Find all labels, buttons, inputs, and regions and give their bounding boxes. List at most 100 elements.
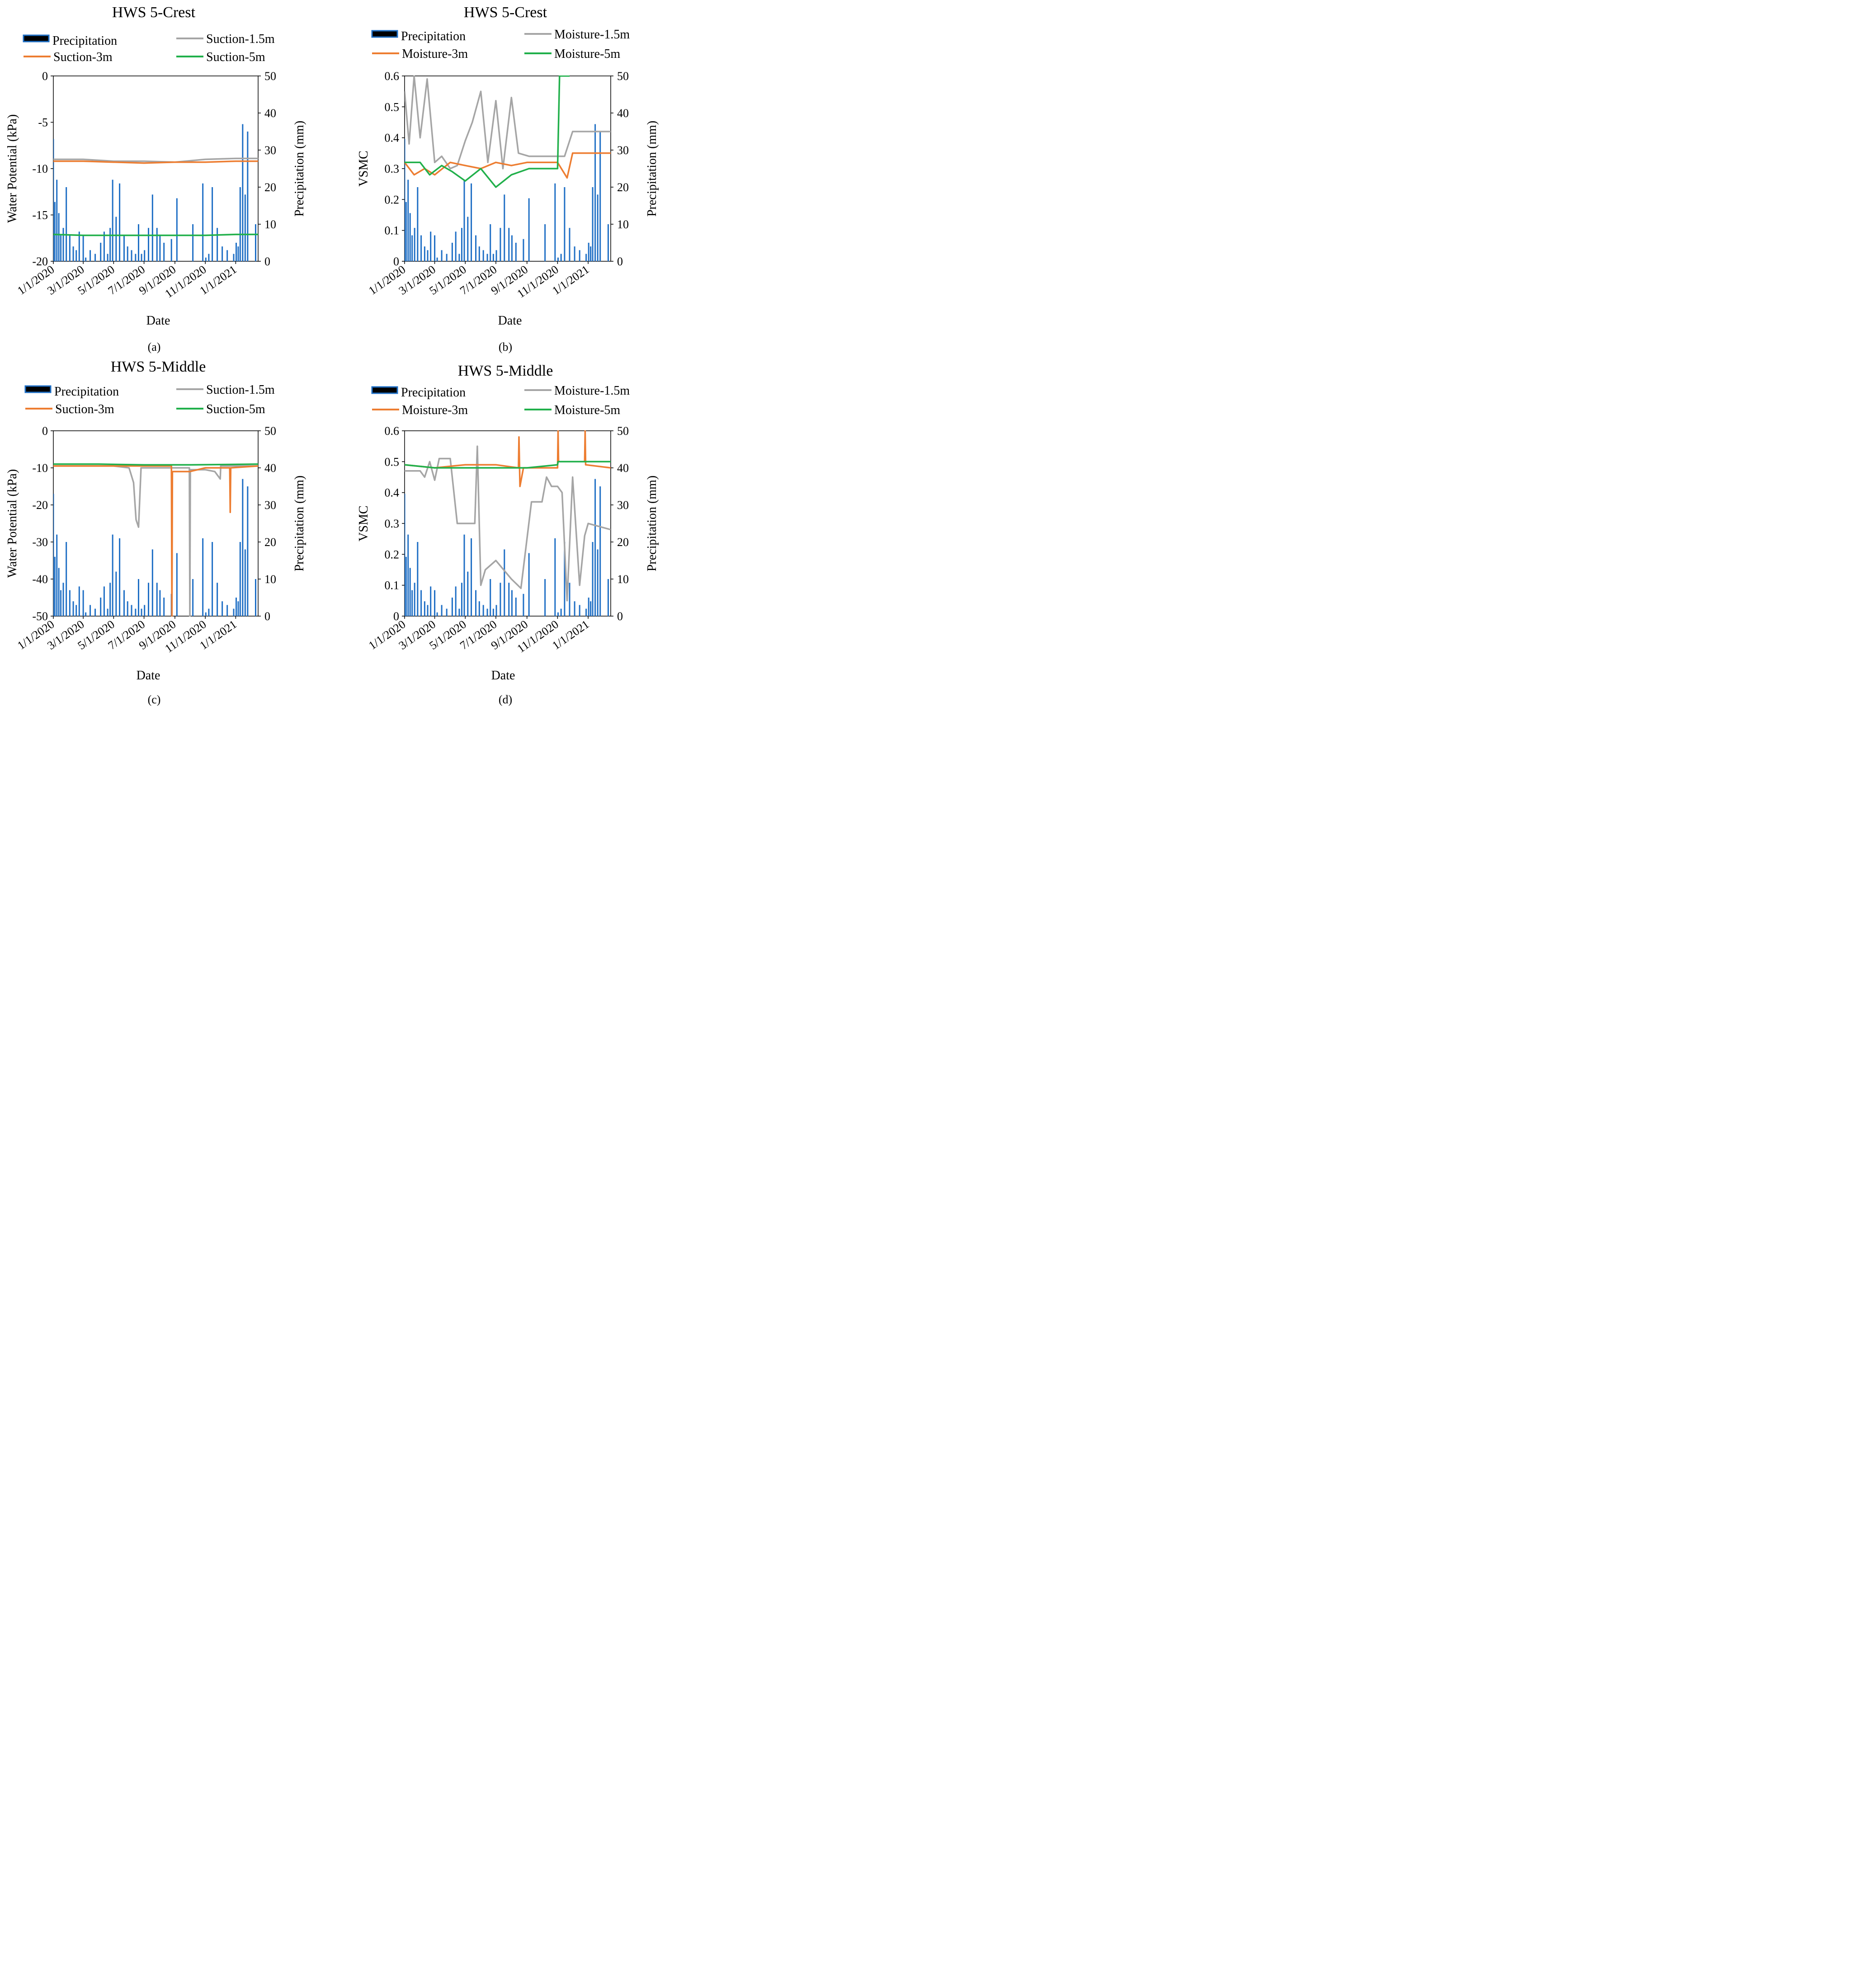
precip-bar: [471, 538, 472, 616]
precip-bar: [417, 187, 419, 261]
chart-panel-a: HWS 5-Crest Precipitation Suction-1.5m Suct…: [5, 4, 306, 353]
precip-bar: [119, 538, 121, 616]
panel-caption: (a): [148, 340, 161, 353]
precip-bar: [56, 179, 58, 261]
precip-bar: [94, 254, 96, 261]
precip-bar: [434, 235, 436, 261]
series-line-moisture-5m: [405, 75, 570, 188]
precip-bar: [544, 224, 546, 261]
precip-bar: [557, 257, 559, 261]
y-tick-label: 0.4: [385, 132, 400, 145]
precip-bar: [85, 612, 87, 616]
precip-bar: [127, 246, 128, 261]
precip-bar: [597, 194, 599, 261]
series-line-suction-3m: [53, 465, 258, 617]
precip-bar: [135, 608, 137, 616]
precip-bar: [170, 239, 172, 261]
y2-tick-label: 20: [617, 536, 629, 549]
precip-bar: [486, 254, 488, 261]
y-tick-label: 0: [42, 70, 48, 83]
series-line-suction-1-5m: [53, 157, 258, 163]
precip-bar: [75, 250, 77, 261]
precip-bar: [192, 224, 194, 261]
precip-bar: [594, 479, 596, 616]
precip-bar: [523, 239, 524, 261]
precip-bar: [103, 231, 105, 261]
x-axis-label: Date: [498, 314, 522, 328]
precip-bar: [202, 538, 204, 616]
legend-swatch-precipitation: [371, 30, 398, 38]
x-axis-label: Date: [137, 669, 160, 683]
precip-bar: [404, 139, 405, 261]
precip-bar: [255, 224, 256, 261]
precip-bar: [237, 246, 239, 261]
precip-bar: [599, 486, 601, 616]
precip-bar: [176, 553, 178, 616]
precip-bar: [123, 235, 125, 261]
legend-label: Moisture-5m: [554, 47, 620, 61]
y-tick-label: -5: [38, 116, 48, 129]
y-tick-label: 0: [42, 424, 48, 438]
y2-tick-label: 0: [264, 610, 270, 623]
legend-label: Moisture-3m: [402, 47, 468, 61]
y-axis-label: VSMC: [357, 151, 371, 186]
y2-tick-label: 40: [617, 107, 629, 120]
precip-bar: [515, 598, 517, 616]
precip-bar: [504, 549, 505, 616]
y-tick-label: 0.5: [385, 100, 400, 113]
y2-tick-label: 30: [617, 499, 629, 512]
precip-bar: [90, 250, 91, 261]
precip-bar: [82, 235, 84, 261]
y-tick-label: 0.2: [385, 193, 400, 206]
precip-bar: [208, 608, 210, 616]
precip-bar: [569, 583, 570, 616]
precip-bar: [461, 228, 462, 261]
precip-bar: [585, 254, 587, 261]
precip-bar: [109, 583, 111, 616]
series-line-suction-3m: [53, 160, 258, 164]
precip-bar: [490, 224, 491, 261]
precip-bar: [242, 479, 244, 616]
precip-bar: [478, 246, 480, 261]
precip-bar: [455, 231, 457, 261]
precip-bar: [115, 217, 117, 261]
precip-bar: [564, 542, 566, 616]
plot-frame: [53, 75, 259, 262]
legend-label: Suction-5m: [206, 402, 265, 416]
precip-bar: [222, 246, 223, 261]
series-line-suction-5m: [53, 463, 258, 466]
figure-canvas: HWS 5-Crest Precipitation Suction-1.5m Suct…: [5, 4, 659, 706]
precip-bar: [244, 194, 246, 261]
precip-bar: [490, 579, 491, 616]
line-series: [53, 157, 258, 236]
legend-swatch-precipitation: [24, 385, 52, 393]
precip-bar: [504, 194, 505, 261]
precip-bar: [409, 213, 411, 261]
precip-bar: [205, 257, 207, 261]
precip-bars: [405, 479, 609, 616]
precip-bar: [144, 605, 146, 616]
precip-bar: [590, 246, 592, 261]
y2-tick-label: 30: [617, 144, 629, 157]
precip-bar: [463, 179, 465, 261]
y2-axis-label: Precipitation (mm): [645, 121, 659, 217]
precip-bar: [205, 612, 207, 616]
chart-panel-d: HWS 5-Middle Precipitation Moisture-1.5m Mo…: [357, 363, 659, 706]
precip-bar: [588, 243, 589, 261]
precip-bar: [599, 132, 601, 261]
precip-bar: [446, 608, 448, 616]
precip-bar: [482, 250, 484, 261]
precip-bar: [407, 534, 409, 616]
series-line-moisture-3m: [405, 152, 611, 179]
precip-bar: [594, 124, 596, 261]
precip-bar: [217, 228, 218, 261]
y2-tick-label: 10: [617, 218, 629, 231]
precip-bars: [53, 479, 256, 616]
precip-bar: [236, 598, 237, 616]
precip-bar: [148, 583, 150, 616]
precip-bar: [434, 590, 436, 616]
y2-axis-label: Precipitation (mm): [292, 121, 306, 217]
y2-tick-label: 50: [264, 424, 276, 438]
precip-bar: [585, 608, 587, 616]
precip-bar: [451, 598, 453, 616]
